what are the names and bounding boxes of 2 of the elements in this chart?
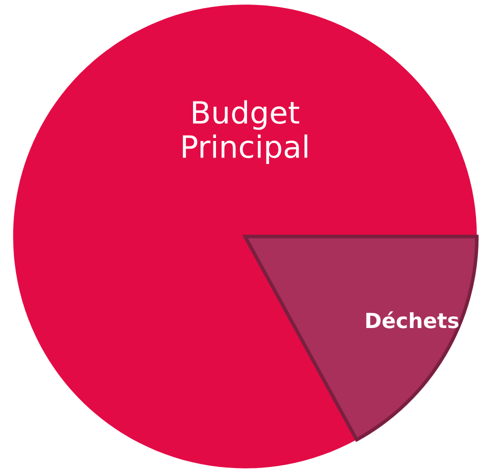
slice-label: Budget Principal (182, 100, 308, 164)
slice-label: Déchets (366, 311, 458, 328)
